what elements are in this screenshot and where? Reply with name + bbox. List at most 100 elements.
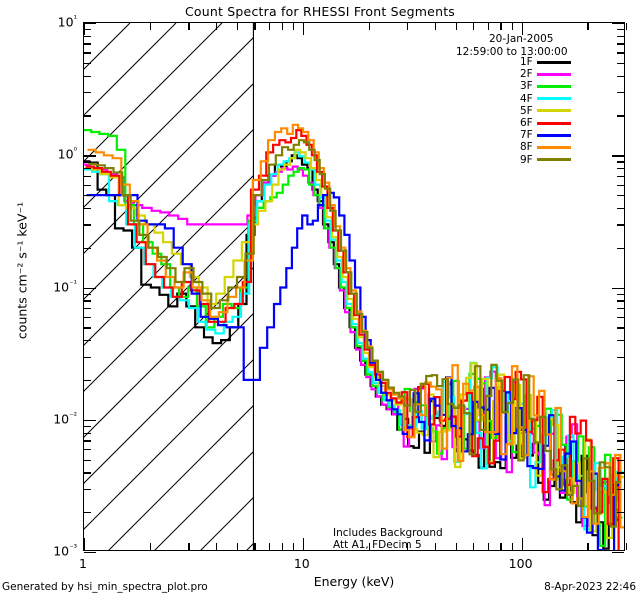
legend-color-swatch bbox=[536, 133, 571, 137]
y-tick bbox=[617, 35, 624, 38]
x-tick bbox=[292, 543, 295, 550]
annotation-line: Att A1, FDecim 5 bbox=[333, 539, 422, 551]
y-tick bbox=[84, 115, 91, 117]
y-tick bbox=[84, 23, 96, 25]
y-tick bbox=[617, 356, 624, 358]
y-tick bbox=[617, 207, 624, 210]
y-tick bbox=[84, 440, 91, 442]
page-title: Count Spectra for RHESSI Front Segments bbox=[184, 4, 456, 19]
x-tick bbox=[149, 23, 152, 30]
y-tick bbox=[617, 195, 624, 197]
y-tick bbox=[617, 425, 624, 428]
y-tick bbox=[617, 327, 624, 329]
x-tick bbox=[84, 23, 86, 35]
legend-item-label: 3F bbox=[520, 80, 533, 93]
y-tick bbox=[617, 175, 624, 178]
x-tick bbox=[473, 543, 475, 550]
x-tick bbox=[292, 23, 295, 30]
y-tick bbox=[617, 488, 624, 491]
y-tick bbox=[84, 35, 91, 38]
y-tick bbox=[84, 287, 96, 289]
legend-item-7f[interactable]: 7F bbox=[520, 129, 571, 141]
spectra-series-layer bbox=[84, 23, 624, 550]
y-tick bbox=[617, 293, 624, 295]
legend-item-1f[interactable]: 1F bbox=[520, 56, 571, 68]
x-tick bbox=[407, 543, 409, 550]
x-tick-label: 10 bbox=[293, 556, 310, 571]
x-tick bbox=[587, 23, 589, 30]
x-tick bbox=[455, 543, 458, 550]
x-tick bbox=[215, 543, 218, 550]
legend-item-label: 5F bbox=[520, 104, 533, 117]
y-tick bbox=[84, 155, 96, 157]
legend-item-4f[interactable]: 4F bbox=[520, 93, 571, 105]
y-tick bbox=[617, 340, 624, 342]
legend-color-swatch bbox=[536, 109, 571, 113]
legend-color-swatch bbox=[536, 60, 571, 64]
x-tick bbox=[302, 23, 305, 35]
y-tick-label: 10⁻² bbox=[53, 411, 77, 427]
legend-color-swatch bbox=[536, 84, 571, 88]
legend-item-9f[interactable]: 9F bbox=[520, 154, 571, 166]
legend-item-5f[interactable]: 5F bbox=[520, 105, 571, 117]
legend-color-swatch bbox=[536, 158, 571, 162]
y-tick bbox=[612, 23, 624, 25]
y-tick bbox=[617, 161, 624, 163]
legend-color-swatch bbox=[536, 145, 571, 149]
y-tick bbox=[617, 224, 624, 226]
footer-generated-by: Generated by hsi_min_spectra_plot.pro bbox=[2, 581, 208, 593]
y-tick-label: 10⁻³ bbox=[53, 543, 77, 559]
x-tick bbox=[500, 23, 502, 30]
x-tick bbox=[487, 23, 489, 30]
y-tick bbox=[84, 175, 91, 178]
y-tick bbox=[84, 92, 91, 94]
y-tick bbox=[617, 432, 624, 434]
y-tick bbox=[612, 419, 624, 422]
x-tick bbox=[236, 543, 239, 550]
x-tick bbox=[487, 543, 489, 550]
x-tick bbox=[215, 23, 218, 30]
x-tick bbox=[281, 23, 283, 30]
x-tick bbox=[149, 543, 152, 550]
y-tick bbox=[612, 552, 624, 554]
y-tick-label: 10¹ bbox=[57, 14, 77, 30]
x-tick bbox=[302, 538, 305, 550]
y-tick bbox=[84, 552, 96, 554]
y-tick bbox=[617, 247, 624, 249]
y-axis-title: counts cm⁻² s⁻¹ keV⁻¹ bbox=[14, 201, 30, 340]
x-tick bbox=[626, 543, 628, 550]
x-tick bbox=[368, 543, 370, 550]
plot-frame: Includes Background Att A1, FDecim 5 bbox=[83, 22, 628, 554]
legend-item-6f[interactable]: 6F bbox=[520, 117, 571, 129]
x-tick bbox=[254, 23, 256, 30]
y-tick bbox=[84, 379, 91, 382]
legend-item-8f[interactable]: 8F bbox=[520, 141, 571, 153]
y-tick bbox=[617, 43, 624, 45]
y-tick bbox=[84, 184, 91, 186]
y-tick bbox=[84, 316, 91, 319]
y-tick-label: 10⁻¹ bbox=[53, 278, 77, 295]
y-tick bbox=[617, 29, 624, 31]
y-tick bbox=[84, 340, 91, 342]
y-tick bbox=[617, 472, 624, 474]
x-tick bbox=[521, 23, 523, 35]
x-tick bbox=[281, 543, 283, 550]
y-tick bbox=[84, 356, 91, 358]
x-tick bbox=[500, 543, 502, 550]
x-axis-title: Energy (keV) bbox=[313, 574, 395, 589]
y-tick bbox=[617, 449, 624, 451]
y-tick bbox=[84, 472, 91, 474]
x-tick bbox=[473, 23, 475, 30]
legend-item-3f[interactable]: 3F bbox=[520, 80, 571, 92]
y-tick bbox=[84, 459, 91, 461]
y-tick bbox=[612, 155, 624, 157]
date-stamp: 20-Jan-2005 bbox=[489, 33, 554, 45]
x-tick bbox=[188, 543, 190, 550]
y-tick bbox=[84, 195, 91, 197]
legend-item-2f[interactable]: 2F bbox=[520, 68, 571, 80]
y-tick bbox=[84, 43, 91, 45]
y-tick bbox=[617, 459, 624, 461]
y-tick bbox=[617, 115, 624, 117]
y-tick bbox=[84, 327, 91, 329]
